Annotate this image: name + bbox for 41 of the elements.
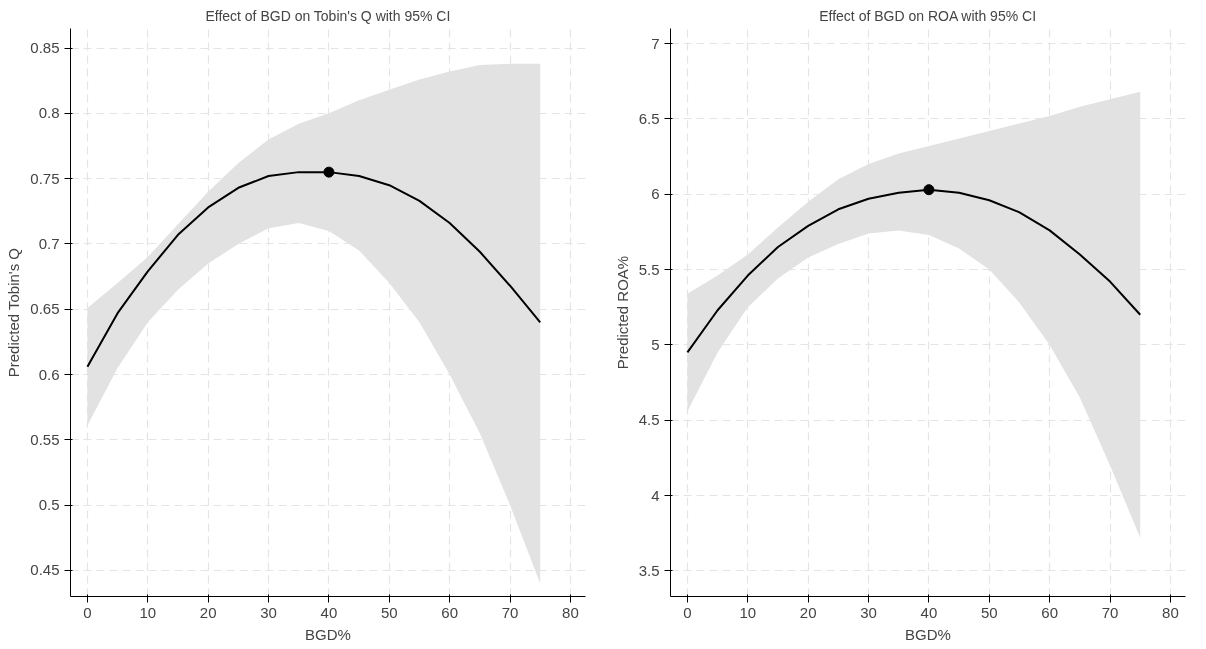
- x-tick-label: 40: [920, 603, 938, 621]
- y-tick-label: 0.75: [30, 169, 60, 187]
- y-tick-label: 5.5: [638, 260, 660, 278]
- y-tick-label: 0.45: [30, 561, 60, 579]
- y-axis-title: Predicted ROA%: [613, 255, 631, 370]
- y-tick-label: 0.6: [38, 365, 60, 383]
- y-tick-label: 0.5: [38, 496, 60, 514]
- y-tick-label: 6.5: [638, 109, 660, 127]
- x-axis-title: BGD%: [905, 625, 951, 643]
- x-tick-label: 20: [799, 603, 817, 621]
- y-tick-label: 0.7: [38, 234, 60, 252]
- y-axis-title: Predicted Tobin's Q: [5, 247, 23, 378]
- y-tick-label: 0.85: [30, 39, 60, 57]
- x-tick-label: 0: [683, 603, 692, 621]
- x-tick-label: 60: [1041, 603, 1058, 621]
- y-tick-label: 0.65: [30, 300, 60, 318]
- x-tick-label: 20: [199, 603, 217, 621]
- chart-title: Effect of BGD on ROA with 95% CI: [819, 7, 1037, 24]
- x-tick-label: 0: [83, 603, 92, 621]
- x-tick-label: 30: [260, 603, 277, 621]
- x-tick-label: 80: [1162, 603, 1179, 621]
- x-tick-label: 50: [980, 603, 998, 621]
- y-tick-label: 6: [651, 185, 660, 203]
- y-tick-label: 5: [651, 335, 660, 353]
- x-tick-label: 30: [860, 603, 877, 621]
- y-tick-label: 0.55: [30, 430, 60, 448]
- x-tick-label: 80: [562, 603, 579, 621]
- x-tick-label: 60: [441, 603, 458, 621]
- x-tick-label: 50: [380, 603, 398, 621]
- x-tick-label: 70: [501, 603, 519, 621]
- x-tick-label: 40: [320, 603, 338, 621]
- y-tick-label: 7: [651, 34, 660, 52]
- chart-title: Effect of BGD on Tobin's Q with 95% CI: [205, 7, 451, 24]
- x-axis-title: BGD%: [305, 625, 351, 643]
- y-tick-label: 0.8: [38, 104, 60, 122]
- y-tick-label: 3.5: [638, 561, 660, 579]
- x-tick-label: 10: [739, 603, 757, 621]
- x-tick-label: 10: [139, 603, 157, 621]
- x-tick-label: 70: [1101, 603, 1119, 621]
- y-tick-label: 4.5: [638, 411, 660, 429]
- y-tick-label: 4: [651, 486, 660, 504]
